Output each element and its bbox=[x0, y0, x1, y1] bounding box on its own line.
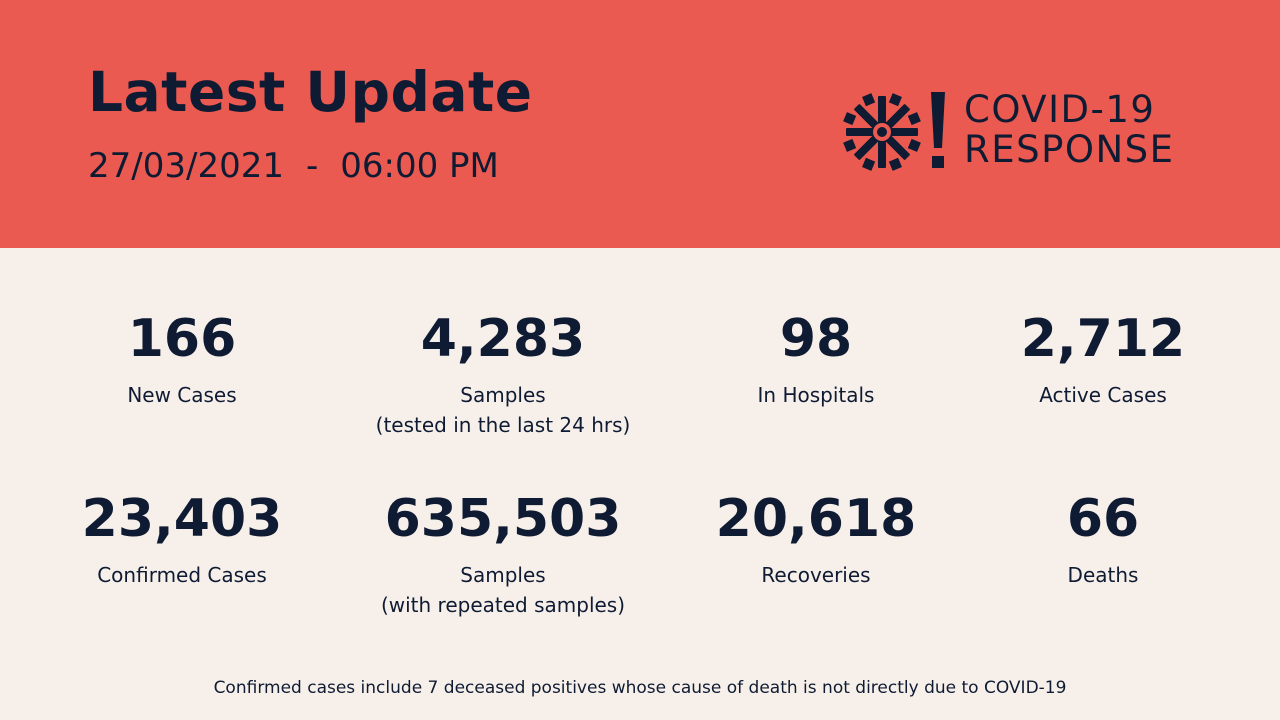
stat-label-line: Samples bbox=[460, 563, 546, 587]
update-time: 06:00 PM bbox=[340, 146, 499, 186]
stat-label-line: Recoveries bbox=[761, 563, 871, 587]
logo-text: COVID-19 RESPONSE bbox=[964, 90, 1175, 170]
stat-label-subline: (tested in the last 24 hrs) bbox=[375, 413, 631, 437]
stat-value: 98 bbox=[779, 309, 853, 369]
logo-line-response: RESPONSE bbox=[964, 128, 1175, 171]
page-title: Latest Update bbox=[88, 60, 533, 124]
stat-label-line: In Hospitals bbox=[757, 383, 875, 407]
stat-label-line: Active Cases bbox=[1039, 383, 1167, 407]
stat-value: 66 bbox=[1066, 489, 1140, 549]
asterisk-burst-icon bbox=[843, 93, 921, 171]
stat-label: Recoveries bbox=[666, 560, 966, 590]
stat-label-line: Samples bbox=[460, 383, 546, 407]
stat-label: Deaths bbox=[953, 560, 1253, 590]
stat-confirmed-cases: 23,403 Confirmed Cases bbox=[32, 490, 332, 590]
stat-deaths: 66 Deaths bbox=[953, 490, 1253, 590]
footnote: Confirmed cases include 7 deceased posit… bbox=[213, 678, 1067, 698]
stat-value: 20,618 bbox=[715, 489, 917, 549]
stat-value: 166 bbox=[127, 309, 237, 369]
stat-value: 23,403 bbox=[81, 489, 283, 549]
stat-recoveries: 20,618 Recoveries bbox=[666, 490, 966, 590]
stat-in-hospitals: 98 In Hospitals bbox=[666, 310, 966, 410]
stat-label: Samples (with repeated samples) bbox=[353, 560, 653, 620]
stat-new-cases: 166 New Cases bbox=[32, 310, 332, 410]
stat-samples-24h: 4,283 Samples (tested in the last 24 hrs… bbox=[353, 310, 653, 440]
header-banner: Latest Update 27/03/2021-06:00 PM bbox=[0, 0, 1280, 248]
stat-value: 4,283 bbox=[420, 309, 586, 369]
stat-label: Confirmed Cases bbox=[32, 560, 332, 590]
stat-active-cases: 2,712 Active Cases bbox=[953, 310, 1253, 410]
date-time-separator: - bbox=[305, 146, 319, 186]
update-datetime: 27/03/2021-06:00 PM bbox=[88, 146, 499, 186]
stat-label-line: Deaths bbox=[1067, 563, 1139, 587]
logo-line-covid: COVID-19 bbox=[964, 88, 1156, 131]
stat-value: 635,503 bbox=[384, 489, 622, 549]
exclamation-icon bbox=[931, 92, 945, 168]
stat-label: Active Cases bbox=[953, 380, 1253, 410]
update-date: 27/03/2021 bbox=[88, 146, 284, 186]
stat-label: Samples (tested in the last 24 hrs) bbox=[353, 380, 653, 440]
stat-label: New Cases bbox=[32, 380, 332, 410]
stat-value: 2,712 bbox=[1020, 309, 1186, 369]
stat-label-line: New Cases bbox=[127, 383, 237, 407]
covid-response-logo: COVID-19 RESPONSE bbox=[842, 90, 1187, 174]
stat-samples-total: 635,503 Samples (with repeated samples) bbox=[353, 490, 653, 620]
stat-label-subline: (with repeated samples) bbox=[380, 593, 626, 617]
stat-label-line: Confirmed Cases bbox=[97, 563, 267, 587]
stat-label: In Hospitals bbox=[666, 380, 966, 410]
